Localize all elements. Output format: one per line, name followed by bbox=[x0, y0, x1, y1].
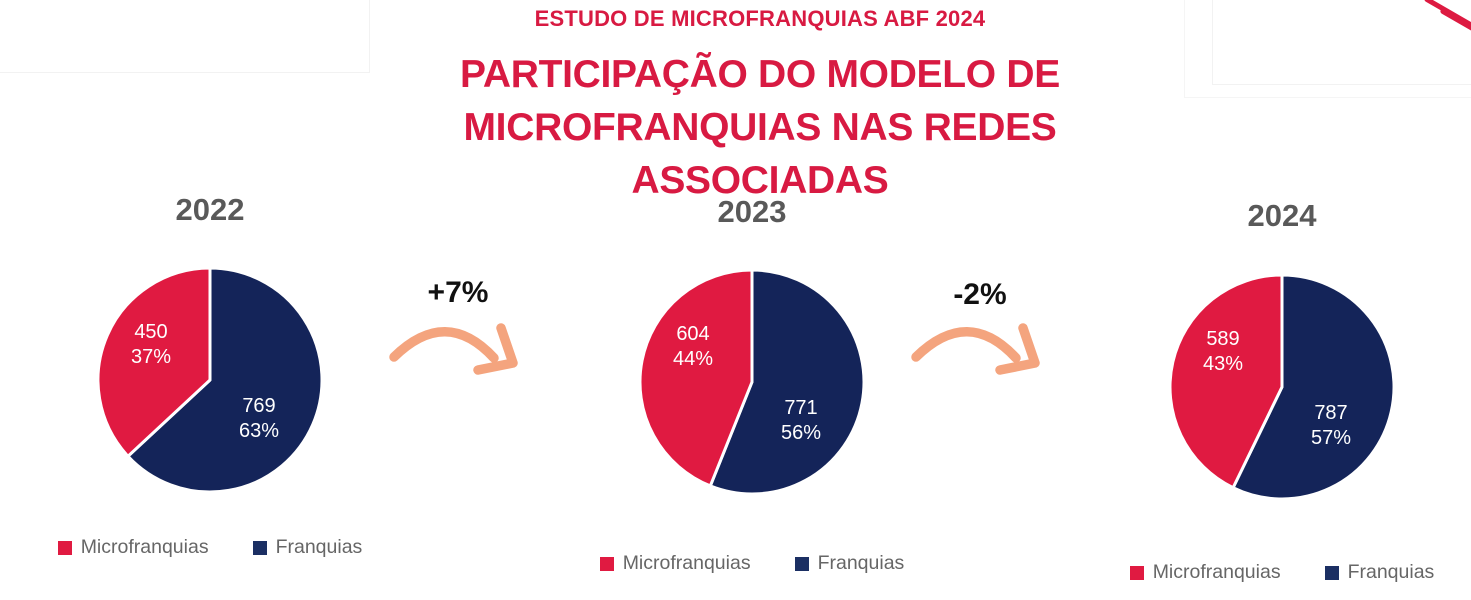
chart-group-2023: 2023 604 44% 771 56% Microfranquias Fran… bbox=[599, 194, 904, 574]
transition-2023-2024: -2% bbox=[910, 278, 1050, 375]
change-label-minus2: -2% bbox=[953, 278, 1007, 311]
chart-group-2022: 2022 450 37% 769 63% Microfranquias Fran… bbox=[57, 192, 362, 558]
slice-value: 771 bbox=[784, 397, 818, 419]
legend-swatch-microfranquias-icon bbox=[1129, 565, 1144, 580]
year-title-2023: 2023 bbox=[717, 194, 787, 229]
slice-label-franquias: 769 63% bbox=[239, 394, 279, 444]
page-title-line-1: PARTICIPAÇÃO DO MODELO DE bbox=[460, 53, 1060, 96]
curved-arrow-icon bbox=[911, 323, 1040, 375]
legend-label-microfranquias: Microfranquias bbox=[622, 552, 751, 574]
legend-item-franquias: Franquias bbox=[1324, 561, 1435, 584]
legend-2022: Microfranquias Franquias bbox=[0, 536, 420, 559]
legend-2023: Microfranquias Franquias bbox=[542, 552, 962, 575]
header: ESTUDO DE MICROFRANQUIAS ABF 2024 PARTIC… bbox=[350, 6, 1170, 207]
slice-label-franquias: 771 56% bbox=[781, 396, 821, 446]
slice-percent: 57% bbox=[1310, 427, 1352, 449]
pie-chart-2022-svg bbox=[96, 266, 324, 494]
slice-label-microfranquias: 589 43% bbox=[1203, 327, 1243, 377]
legend-label-franquias: Franquias bbox=[817, 552, 905, 574]
legend-label-franquias: Franquias bbox=[1347, 561, 1435, 583]
faint-frame-top-right-inner bbox=[1212, 0, 1471, 85]
legend-item-microfranquias: Microfranquias bbox=[1129, 561, 1281, 584]
legend-item-microfranquias: Microfranquias bbox=[57, 536, 209, 559]
slice-label-microfranquias: 604 44% bbox=[673, 322, 713, 372]
slice-percent: 43% bbox=[1202, 353, 1244, 375]
pie-chart-2024: 589 43% 787 57% bbox=[1167, 272, 1397, 502]
legend-swatch-microfranquias-icon bbox=[599, 556, 614, 571]
slice-percent: 44% bbox=[672, 348, 714, 370]
study-eyebrow: ESTUDO DE MICROFRANQUIAS ABF 2024 bbox=[534, 6, 986, 31]
legend-swatch-franquias-icon bbox=[1324, 565, 1339, 580]
slice-label-franquias: 787 57% bbox=[1311, 401, 1351, 451]
legend-label-microfranquias: Microfranquias bbox=[1152, 561, 1281, 583]
transition-2022-2023: +7% bbox=[388, 276, 528, 375]
slice-percent: 37% bbox=[130, 346, 172, 368]
legend-label-microfranquias: Microfranquias bbox=[80, 536, 209, 558]
legend-item-franquias: Franquias bbox=[252, 536, 363, 559]
year-title-2024: 2024 bbox=[1247, 198, 1317, 233]
faint-frame-top-left bbox=[0, 0, 370, 73]
pie-chart-2022: 450 37% 769 63% bbox=[95, 265, 325, 495]
legend-swatch-microfranquias-icon bbox=[57, 540, 72, 555]
legend-swatch-franquias-icon bbox=[794, 556, 809, 571]
legend-label-franquias: Franquias bbox=[275, 536, 363, 558]
legend-2024: Microfranquias Franquias bbox=[1072, 561, 1471, 584]
curved-arrow-icon bbox=[389, 323, 518, 375]
slice-value: 787 bbox=[1314, 402, 1348, 424]
legend-swatch-franquias-icon bbox=[252, 540, 267, 555]
slice-value: 589 bbox=[1206, 328, 1240, 350]
pie-chart-2024-svg bbox=[1168, 273, 1396, 501]
pie-chart-2023-svg bbox=[638, 268, 866, 496]
legend-item-franquias: Franquias bbox=[794, 552, 905, 575]
slice-value: 769 bbox=[242, 395, 276, 417]
slice-value: 604 bbox=[676, 323, 710, 345]
faint-frame-top-right-outer bbox=[1184, 0, 1471, 98]
slice-percent: 56% bbox=[780, 422, 822, 444]
page-title: PARTICIPAÇÃO DO MODELO DE MICROFRANQUIAS… bbox=[350, 48, 1170, 207]
slice-value: 450 bbox=[134, 321, 168, 343]
page-title-line-2: MICROFRANQUIAS NAS REDES ASSOCIADAS bbox=[463, 106, 1057, 202]
legend-item-microfranquias: Microfranquias bbox=[599, 552, 751, 575]
year-title-2022: 2022 bbox=[175, 192, 245, 227]
pie-chart-2023: 604 44% 771 56% bbox=[637, 267, 867, 497]
slice-label-microfranquias: 450 37% bbox=[131, 320, 171, 370]
slice-percent: 63% bbox=[238, 420, 280, 442]
chart-group-2024: 2024 589 43% 787 57% Microfranquias Fran… bbox=[1129, 198, 1434, 583]
change-label-plus7: +7% bbox=[427, 276, 489, 309]
